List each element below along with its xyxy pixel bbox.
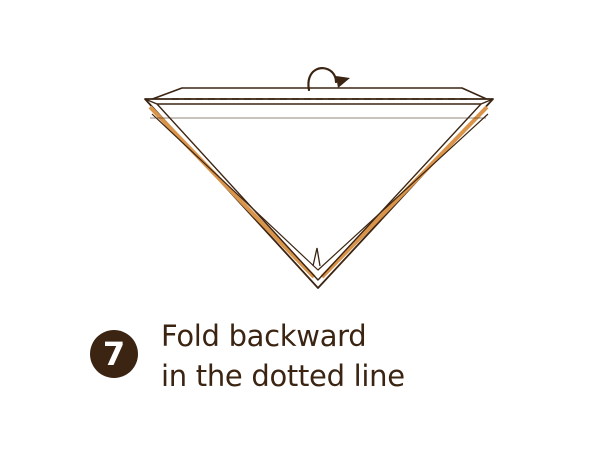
tip-spike [312, 247, 321, 267]
instruction-line-1: Fold backward [161, 319, 367, 353]
left-accent-stripe [148, 105, 316, 279]
instruction-text: Fold backward in the dotted line [161, 316, 405, 396]
paper-back-layer [146, 87, 492, 102]
curved-arrow-backward-icon [307, 67, 350, 92]
step-number-badge: 7 [90, 330, 138, 378]
instruction-line-2: in the dotted line [161, 359, 405, 393]
right-accent-stripe [320, 105, 489, 279]
